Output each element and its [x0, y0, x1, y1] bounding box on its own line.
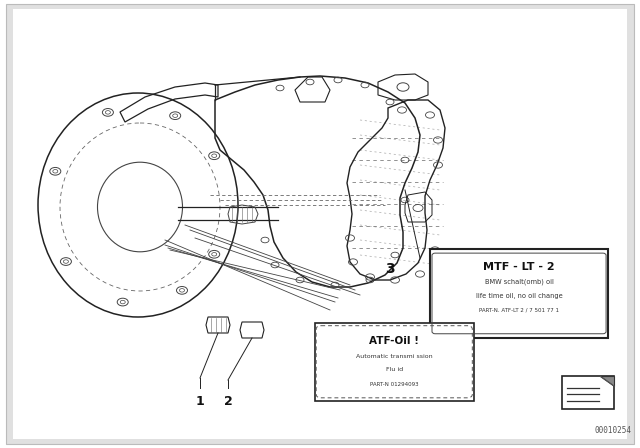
- Text: 1: 1: [196, 395, 204, 408]
- Circle shape: [53, 169, 58, 173]
- Circle shape: [212, 253, 217, 256]
- Text: BMW schalt(omb) oil: BMW schalt(omb) oil: [484, 279, 554, 285]
- Circle shape: [63, 260, 68, 263]
- Text: life time oil, no oil change: life time oil, no oil change: [476, 293, 563, 299]
- Bar: [315, 323, 474, 401]
- Text: Flu id: Flu id: [386, 367, 403, 372]
- Polygon shape: [600, 376, 614, 386]
- Text: ATF-Oil !: ATF-Oil !: [369, 336, 419, 346]
- Bar: [430, 249, 608, 338]
- Text: MTF - LT - 2: MTF - LT - 2: [483, 262, 555, 271]
- Text: PART-N 01294093: PART-N 01294093: [370, 382, 419, 387]
- Circle shape: [120, 300, 125, 304]
- Text: PART-N. ATF-LT 2 / 7 501 77 1: PART-N. ATF-LT 2 / 7 501 77 1: [479, 308, 559, 313]
- Bar: [562, 376, 614, 409]
- Text: 3: 3: [385, 262, 395, 276]
- Text: 2: 2: [223, 395, 232, 408]
- Circle shape: [212, 154, 217, 157]
- Text: Automatic transmi ssion: Automatic transmi ssion: [356, 353, 433, 359]
- Text: 00010254: 00010254: [595, 426, 632, 435]
- Circle shape: [106, 111, 111, 114]
- Circle shape: [179, 289, 184, 292]
- Circle shape: [173, 114, 178, 117]
